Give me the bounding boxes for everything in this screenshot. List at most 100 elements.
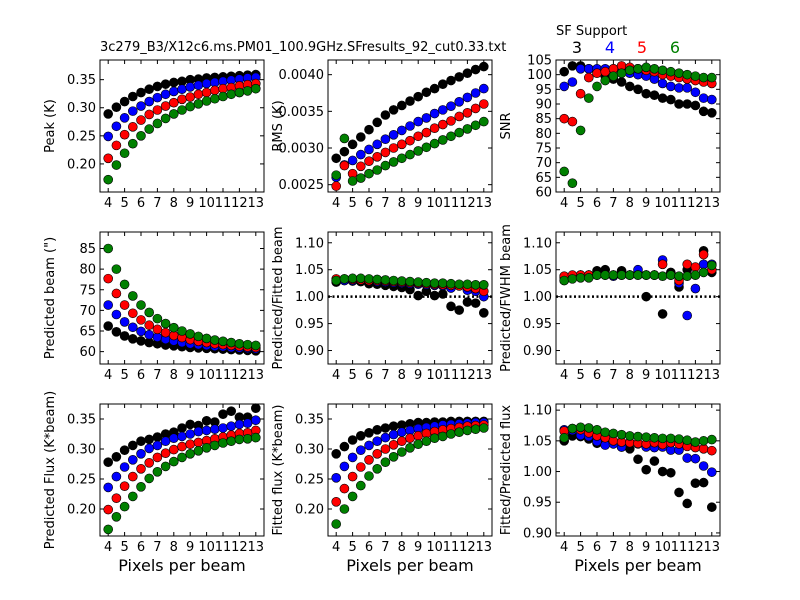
data-point xyxy=(674,83,684,93)
data-point xyxy=(413,290,424,301)
data-point xyxy=(575,64,586,74)
data-point xyxy=(592,270,602,280)
subplot-9: 4 5 6 7 8 9 10 11 12 13 0.90 0.95 1.00 1.05 1.10 Fitted… xyxy=(499,403,721,575)
data-point xyxy=(193,331,204,342)
data-point xyxy=(364,124,374,135)
series-4 xyxy=(103,72,261,142)
data-point xyxy=(177,326,187,336)
data-point xyxy=(649,456,660,466)
data-point xyxy=(339,504,350,514)
data-point xyxy=(698,259,709,270)
series-6 xyxy=(103,432,261,535)
y-axis-label: Predicted/Fitted beam xyxy=(271,226,286,369)
data-point xyxy=(193,80,204,91)
data-point xyxy=(144,320,154,331)
data-point xyxy=(136,336,146,346)
data-point xyxy=(193,426,204,437)
data-point xyxy=(144,443,154,454)
data-point xyxy=(437,135,448,145)
data-point xyxy=(355,149,366,160)
data-point xyxy=(372,463,383,474)
data-point xyxy=(242,86,253,96)
x-tick-label: 4 xyxy=(332,196,340,211)
data-point xyxy=(405,121,415,131)
data-point xyxy=(136,448,146,459)
data-point xyxy=(103,273,113,284)
y-tick-label: 0.90 xyxy=(523,344,552,359)
data-point xyxy=(355,480,366,491)
data-point xyxy=(226,436,236,447)
data-point xyxy=(111,102,122,112)
data-point xyxy=(128,122,138,132)
y-tick-label: 0.0030 xyxy=(279,142,325,157)
data-point xyxy=(567,178,578,188)
data-point xyxy=(396,125,407,136)
subplot-6: 4 5 6 7 8 9 10 11 12 13 0.90 0.95 1.00 1.05 1.10 Predic… xyxy=(499,224,721,383)
data-point xyxy=(641,432,652,442)
data-point xyxy=(454,97,465,107)
data-point xyxy=(624,270,635,280)
y-tick-label: 1.05 xyxy=(523,263,552,278)
data-point xyxy=(592,68,602,78)
x-tick-label: 8 xyxy=(170,540,178,555)
data-point xyxy=(111,511,122,522)
data-point xyxy=(388,451,399,462)
data-point xyxy=(119,148,130,159)
data-point xyxy=(649,270,660,280)
data-point xyxy=(413,277,424,287)
data-point xyxy=(128,308,138,319)
data-point xyxy=(674,434,684,444)
x-tick-label: 7 xyxy=(609,540,617,555)
data-point xyxy=(706,94,717,105)
data-point xyxy=(462,92,473,103)
series-6 xyxy=(559,422,717,447)
data-point xyxy=(144,457,154,468)
data-point xyxy=(641,464,652,475)
x-tick-label: 4 xyxy=(560,540,568,555)
data-point xyxy=(405,96,415,106)
data-point xyxy=(169,456,179,467)
data-point xyxy=(396,139,407,150)
subplot-4: 4 5 6 7 8 9 10 11 12 13 60 65 70 75 80 85 Predicted beam… xyxy=(43,231,265,383)
data-point xyxy=(690,283,701,294)
data-point xyxy=(201,425,212,436)
x-tick-label: 6 xyxy=(137,540,145,555)
data-point xyxy=(665,94,676,105)
data-point xyxy=(413,430,424,441)
series-5 xyxy=(331,420,489,507)
data-point xyxy=(160,461,171,472)
subplot-5: 4 5 6 7 8 9 10 11 12 13 0.90 0.95 1.00 1.05 1.10 Predic… xyxy=(271,226,493,383)
data-point xyxy=(144,434,154,445)
data-point xyxy=(470,279,481,290)
data-point xyxy=(690,262,701,272)
x-tick-label: 6 xyxy=(593,540,601,555)
data-point xyxy=(169,109,179,119)
x-tick-label: 4 xyxy=(332,540,340,555)
data-point xyxy=(682,83,693,93)
x-tick-label: 5 xyxy=(348,368,356,383)
data-point xyxy=(347,139,358,150)
data-point xyxy=(616,77,627,87)
y-tick-label: 1.05 xyxy=(523,434,552,449)
data-point xyxy=(193,99,204,109)
data-point xyxy=(242,418,253,429)
data-point xyxy=(462,108,473,118)
data-point xyxy=(144,473,154,484)
y-tick-label: 60 xyxy=(79,345,96,360)
data-point xyxy=(478,83,489,94)
x-tick-label: 6 xyxy=(365,196,373,211)
data-point xyxy=(446,301,456,312)
data-point xyxy=(226,421,236,432)
x-tick-label: 5 xyxy=(576,196,584,211)
y-tick-label: 80 xyxy=(79,263,96,278)
data-point xyxy=(674,271,684,281)
data-point xyxy=(429,108,440,119)
data-point xyxy=(331,181,342,191)
data-point xyxy=(437,79,448,89)
data-point xyxy=(405,135,415,146)
x-tick-label: 10 xyxy=(198,196,215,211)
data-point xyxy=(347,273,358,284)
data-point xyxy=(380,160,391,171)
data-point xyxy=(649,432,660,443)
